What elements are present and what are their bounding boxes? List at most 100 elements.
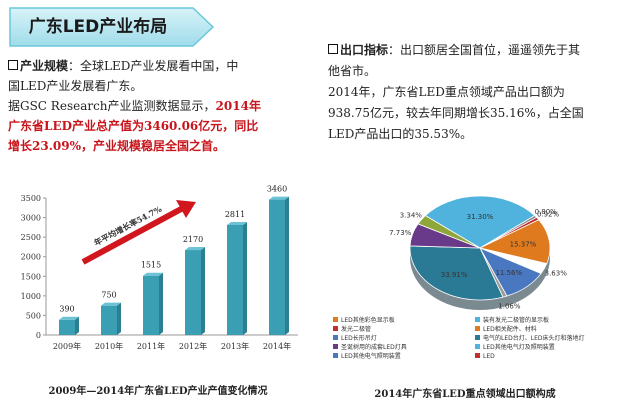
bar (185, 250, 201, 335)
pie-slice-label: 31.30% (467, 213, 494, 221)
legend-label: 发光二极管 (341, 325, 371, 333)
bar-top (269, 196, 289, 200)
pie-slice-label: 0.80% (535, 208, 558, 216)
right-line-2: 他省市。 (328, 64, 377, 78)
left-line-1-text: ：全球LED产业发展看中国，中 (68, 59, 239, 73)
y-tick-label: 2500 (21, 233, 41, 242)
right-heading: 出口指标 (340, 43, 389, 57)
bar-top (227, 221, 247, 225)
left-line-1: 产业规模：全球LED产业发展看中国，中 (8, 56, 288, 76)
left-heading: 产业规模 (20, 59, 69, 73)
legend-label: LED相关配件、材料 (483, 325, 537, 333)
x-tick-label: 2014年 (263, 341, 291, 351)
y-tick-label: 3000 (21, 214, 41, 223)
left-line-5: 增长23.09%，产业规模稳居全国之首。 (8, 139, 225, 153)
pie-slice (409, 245, 504, 301)
left-line-4: 广东省LED产业总产值为3460.06亿元，同比 (8, 119, 259, 133)
pie-slice-label: 3.34% (400, 211, 423, 219)
bar-value-label: 390 (59, 305, 74, 314)
legend-label: 圣诞树用的成套LED灯具 (341, 343, 407, 351)
legend-label: LED其他彩色显示板 (341, 316, 395, 324)
title-banner: 广东LED产业布局 (8, 6, 218, 48)
bar (269, 199, 285, 335)
legend-label: 装有发光二极管的显示板 (483, 316, 549, 324)
y-tick-label: 2000 (21, 253, 41, 262)
bar-value-label: 2170 (183, 235, 203, 244)
y-tick-label: 1500 (21, 272, 41, 281)
pie-slice (478, 219, 551, 265)
pie-slice-label: 11.56% (495, 269, 522, 277)
pie-slice-label: 7.73% (389, 229, 412, 237)
bar-chart-caption: 2009年—2014年广东省LED产业产值变化情况 (48, 386, 268, 397)
bar-top (101, 302, 121, 306)
bar-side (201, 247, 205, 335)
bar-top (185, 247, 205, 251)
bar (59, 319, 75, 335)
y-tick-label: 0 (36, 331, 41, 340)
right-line-5: LED产品出口的35.53%。 (328, 127, 473, 141)
right-line-4: 938.75亿元，较去年同期增长35.16%，占全国 (328, 106, 584, 120)
bar-side (117, 302, 121, 335)
legend-swatch (333, 353, 338, 358)
x-tick-label: 2010年 (95, 341, 123, 351)
right-paragraph: 出口指标：出口额居全国首位，遥遥领先于其 他省市。 2014年，广东省LED重点… (328, 40, 628, 145)
x-tick-label: 2013年 (221, 341, 249, 351)
legend-swatch (475, 353, 480, 358)
banner-shape (9, 7, 215, 47)
bar-value-label: 750 (101, 291, 116, 300)
left-line-3: 据GSC Research产业监测数据显示，2014年 (8, 96, 288, 116)
legend-label: LED其他电气照明装置 (341, 352, 401, 360)
bar (227, 224, 243, 335)
square-bullet-icon (328, 44, 338, 54)
bar (101, 305, 117, 335)
left-paragraph: 产业规模：全球LED产业发展看中国，中 国LED产业发展看广东。 据GSC Re… (8, 56, 288, 156)
pie-chart-caption: 2014年广东省LED重点领域出口额构成 (374, 389, 556, 400)
legend-swatch (333, 317, 338, 322)
y-tick-label: 1000 (21, 292, 41, 301)
square-bullet-icon (8, 60, 18, 70)
legend-swatch (475, 335, 480, 340)
x-tick-label: 2011年 (137, 341, 165, 351)
bar-value-label: 3460 (267, 185, 287, 194)
legend-label: 电气的LED台灯、LED床头灯和落地灯 (483, 334, 585, 342)
legend-swatch (333, 344, 338, 349)
pie-slice-label: 3.63% (545, 269, 568, 277)
right-line-1-text: ：出口额居全国首位，遥遥领先于其 (388, 43, 581, 57)
x-tick-label: 2012年 (179, 341, 207, 351)
right-line-3: 2014年，广东省LED重点领域产品出口额为 (328, 85, 565, 99)
bar-value-label: 1515 (141, 261, 161, 270)
pie-slice-label: 33.91% (441, 271, 468, 279)
legend-swatch (475, 344, 480, 349)
left-line-3-red: 2014年 (215, 99, 261, 113)
legend-swatch (475, 317, 480, 322)
legend-swatch (333, 335, 338, 340)
growth-arrow (81, 205, 185, 265)
pie-slice (424, 195, 536, 249)
legend-swatch (475, 326, 480, 331)
bar-side (159, 272, 163, 335)
y-tick-label: 3500 (21, 194, 41, 203)
left-line-3-text: 据GSC Research产业监测数据显示， (8, 99, 216, 113)
bar-top (143, 272, 163, 276)
legend-label: LED长形吊灯 (341, 334, 377, 342)
bar-top (59, 316, 79, 320)
pie-slice-label: 1.06% (498, 302, 521, 310)
y-tick-label: 500 (26, 311, 41, 320)
legend-label: LED (483, 353, 495, 360)
left-line-2: 国LED产业发展看广东。 (8, 79, 143, 93)
pie-slice (417, 215, 481, 249)
growth-arrow-head (176, 200, 196, 218)
bar (143, 275, 159, 335)
bar-side (75, 316, 79, 335)
legend-label: LED其他电气灯及照明装置 (483, 343, 555, 351)
bar-side (285, 196, 289, 335)
x-tick-label: 2009年 (53, 341, 81, 351)
pie-slice-label: 15.37% (510, 241, 537, 249)
pie-slice-label: 0.92% (537, 210, 560, 218)
bar-chart: 0 500 1000 1500 2000 2500 3000 3500 390 2009年 750 2… (21, 185, 298, 351)
right-line-1: 出口指标：出口额居全国首位，遥遥领先于其 (328, 40, 628, 61)
pie-chart: 31.30% 0.80%0.92% 15.37% 3.63% 11.56% 1.06% 33… (333, 195, 585, 360)
page-title: 广东LED产业布局 (28, 17, 168, 37)
bar-side (243, 221, 247, 335)
legend-swatch (333, 326, 338, 331)
